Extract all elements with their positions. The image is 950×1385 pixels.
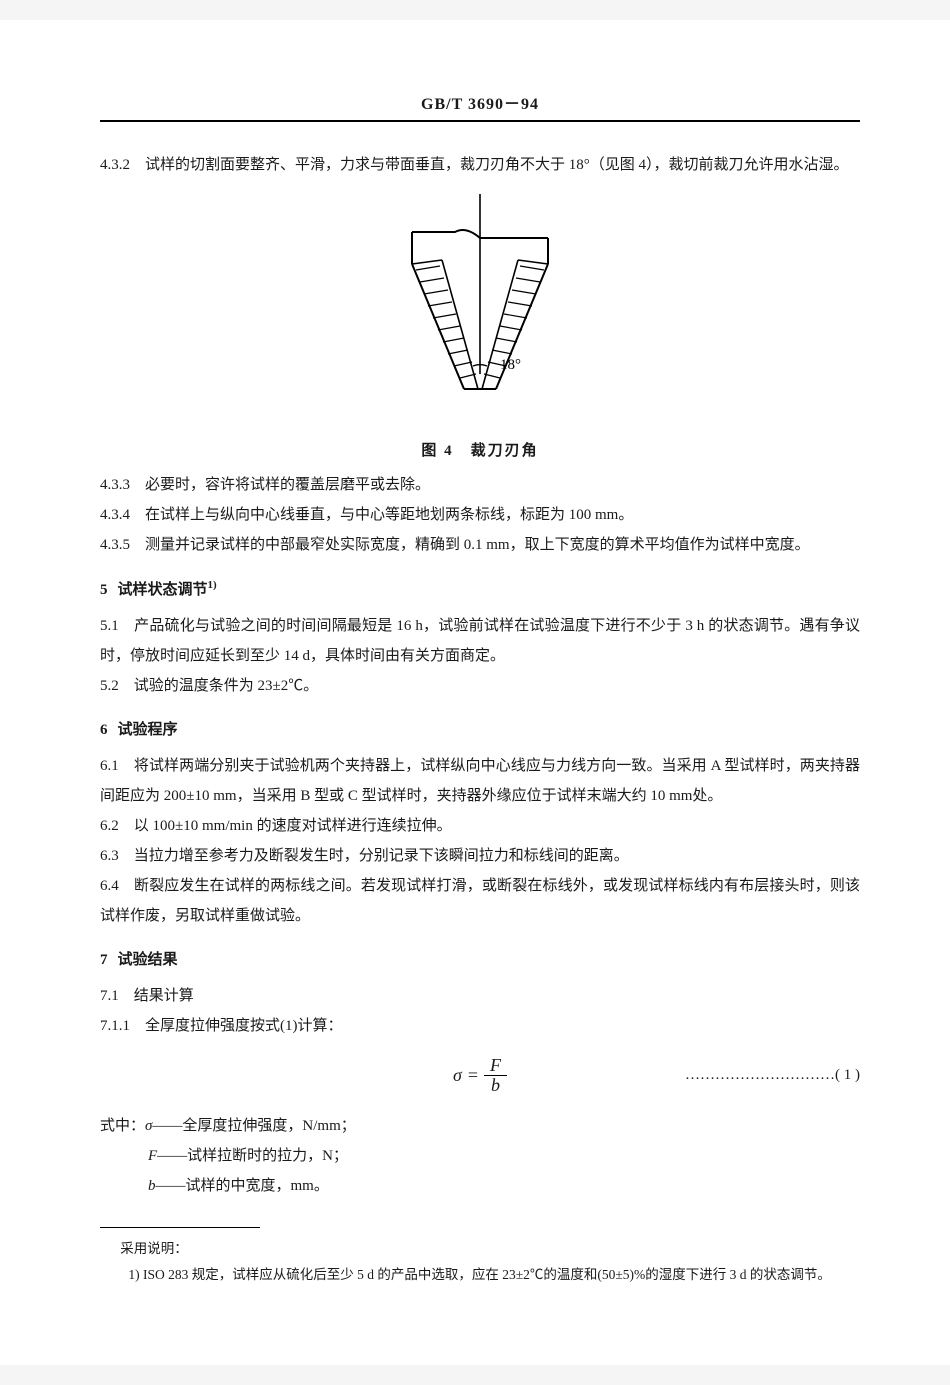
- para-5-1: 5.1 产品硫化与试验之间的时间间隔最短是 16 h，试验前试样在试验温度下进行…: [100, 611, 860, 671]
- footnote-block: 采用说明： 1) ISO 283 规定，试样应从硫化后至少 5 d 的产品中选取…: [100, 1236, 860, 1287]
- formula-1-row: σ = F b …………………………( 1 ): [100, 1051, 860, 1099]
- para-7-1-1: 7.1.1 全厚度拉伸强度按式(1)计算：: [100, 1011, 860, 1041]
- page: GB/T 3690－94 4.3.2 试样的切割面要整齐、平滑，力求与带面垂直，…: [0, 20, 950, 1365]
- footnote-rule: [100, 1227, 260, 1228]
- section-5-text: 试样状态调节: [118, 582, 208, 598]
- formula-1-tag: …………………………( 1 ): [685, 1067, 860, 1084]
- para-4-3-5: 4.3.5 测量并记录试样的中部最窄处实际宽度，精确到 0.1 mm，取上下宽度…: [100, 530, 860, 560]
- where-b-sym: b: [148, 1178, 156, 1194]
- para-4-3-2: 4.3.2 试样的切割面要整齐、平滑，力求与带面垂直，裁刀刃角不大于 18°（见…: [100, 150, 860, 180]
- para-6-3: 6.3 当拉力增至参考力及断裂发生时，分别记录下该瞬间拉力和标线间的距离。: [100, 841, 860, 871]
- header-rule: [100, 120, 860, 122]
- where-b: b——试样的中宽度，mm。: [100, 1171, 860, 1201]
- section-5-sup: 1): [208, 579, 217, 591]
- footnote-label: 采用说明：: [120, 1236, 860, 1262]
- formula-eq: =: [468, 1065, 478, 1086]
- where-block: 式中：σ——全厚度拉伸强度，N/mm； F——试样拉断时的拉力，N； b——试样…: [100, 1111, 860, 1201]
- para-4-3-3: 4.3.3 必要时，容许将试样的覆盖层磨平或去除。: [100, 470, 860, 500]
- figure-4-caption: 图 4 裁刀刃角: [100, 439, 860, 460]
- formula-fraction: F b: [484, 1056, 507, 1095]
- footnote-body: 1) ISO 283 规定，试样应从硫化后至少 5 d 的产品中选取，应在 23…: [100, 1262, 860, 1288]
- para-6-4: 6.4 断裂应发生在试样的两标线之间。若发现试样打滑，或断裂在标线外，或发现试样…: [100, 871, 860, 931]
- section-7-num: 7: [100, 952, 108, 968]
- cutter-angle-diagram: 18°: [350, 194, 610, 424]
- section-7-text: 试验结果: [118, 952, 178, 968]
- formula-lhs: σ: [453, 1065, 462, 1086]
- para-6-2: 6.2 以 100±10 mm/min 的速度对试样进行连续拉伸。: [100, 811, 860, 841]
- formula-1: σ = F b: [453, 1056, 507, 1095]
- para-6-1: 6.1 将试样两端分别夹于试验机两个夹持器上，试样纵向中心线应与力线方向一致。当…: [100, 751, 860, 811]
- section-5-num: 5: [100, 582, 108, 598]
- para-4-3-4: 4.3.4 在试样上与纵向中心线垂直，与中心等距地划两条标线，标距为 100 m…: [100, 500, 860, 530]
- formula-den: b: [485, 1076, 506, 1095]
- section-6-text: 试验程序: [118, 722, 178, 738]
- where-sigma-txt: ——全厚度拉伸强度，N/mm；: [152, 1118, 355, 1134]
- where-b-txt: ——试样的中宽度，mm。: [156, 1178, 329, 1194]
- section-6-num: 6: [100, 722, 108, 738]
- para-7-1: 7.1 结果计算: [100, 981, 860, 1011]
- section-5-title: 5 试样状态调节1): [100, 574, 860, 605]
- standard-code: GB/T 3690－94: [100, 90, 860, 120]
- where-sigma: 式中：σ——全厚度拉伸强度，N/mm；: [100, 1111, 860, 1141]
- formula-num: F: [484, 1056, 507, 1076]
- where-F: F——试样拉断时的拉力，N；: [100, 1141, 860, 1171]
- para-5-2: 5.2 试验的温度条件为 23±2℃。: [100, 671, 860, 701]
- where-F-sym: F: [148, 1148, 157, 1164]
- where-intro: 式中：: [100, 1118, 145, 1134]
- where-F-txt: ——试样拉断时的拉力，N；: [157, 1148, 348, 1164]
- section-7-title: 7 试验结果: [100, 945, 860, 975]
- figure-4: 18°: [100, 194, 860, 429]
- angle-label: 18°: [500, 357, 521, 373]
- section-6-title: 6 试验程序: [100, 715, 860, 745]
